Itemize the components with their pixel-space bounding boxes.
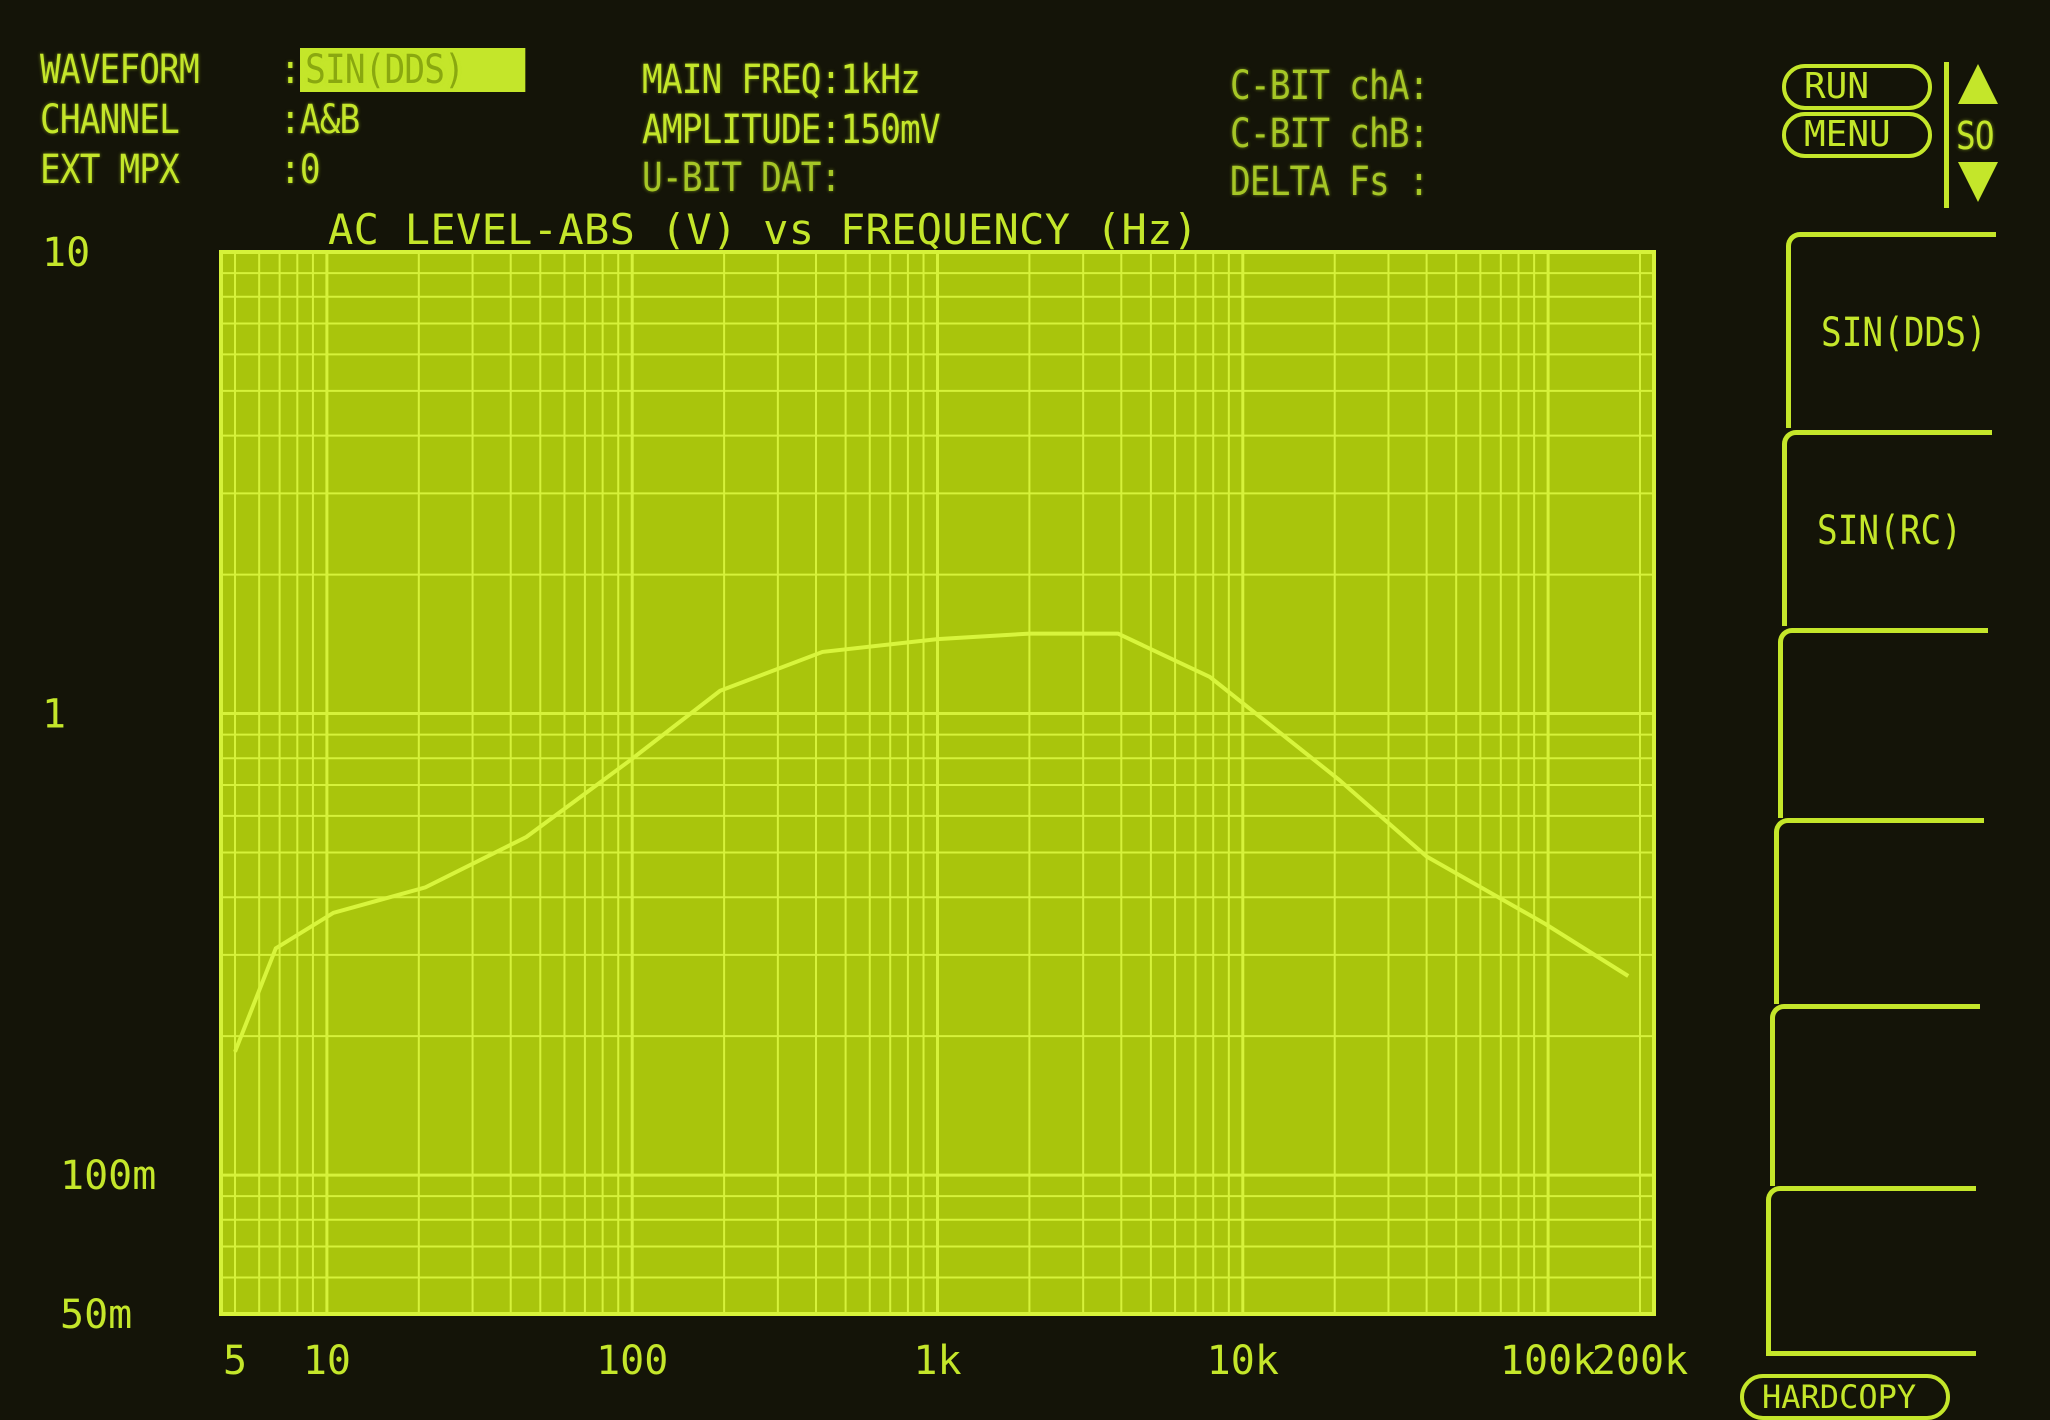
- so-label: SO: [1956, 114, 1994, 158]
- divider: [1944, 62, 1949, 208]
- series-line: [233, 631, 1630, 1053]
- ext-mpx-label: EXT MPX: [40, 147, 180, 193]
- chart-title: AC LEVEL-ABS (V) vs FREQUENCY (Hz): [328, 205, 1198, 254]
- x-tick-label: 100: [596, 1338, 668, 1384]
- softkey-5[interactable]: [1770, 1004, 1980, 1186]
- y-tick-label: 50m: [60, 1292, 132, 1338]
- colon: :: [280, 47, 301, 93]
- scroll-up-icon[interactable]: [1958, 64, 1998, 104]
- softkey-1[interactable]: SIN(DDS): [1786, 232, 1996, 428]
- x-tick-label: 200k: [1592, 1338, 1688, 1384]
- softkey-2-label: SIN(RC): [1817, 507, 1962, 554]
- menu-button[interactable]: MENU: [1782, 112, 1932, 158]
- run-label: RUN: [1804, 66, 1870, 107]
- x-tick-label: 5: [223, 1338, 247, 1384]
- ext-mpx-value[interactable]: :0: [280, 147, 321, 193]
- amplitude: AMPLITUDE:150mV: [642, 107, 941, 153]
- channel-label: CHANNEL: [40, 97, 180, 143]
- softkey-6[interactable]: [1766, 1186, 1976, 1356]
- x-tick-label: 100k: [1500, 1338, 1596, 1384]
- c-bit-cha: C-BIT chA:: [1230, 63, 1429, 109]
- delta-fs: DELTA Fs :: [1230, 159, 1429, 205]
- u-bit-dat: U-BIT DAT:: [642, 155, 841, 201]
- softkey-1-label: SIN(DDS): [1821, 309, 1987, 356]
- main-freq: MAIN FREQ:1kHz: [642, 57, 921, 103]
- ext-mpx-value-text: 0: [299, 147, 321, 193]
- y-tick-label: 1: [42, 692, 66, 738]
- run-button[interactable]: RUN: [1782, 64, 1932, 110]
- plot-border: [219, 250, 1656, 1316]
- grid: [219, 250, 1656, 1316]
- softkey-3[interactable]: [1778, 628, 1988, 818]
- waveform-value[interactable]: SIN(DDS): [300, 48, 526, 92]
- menu-label: MENU: [1804, 114, 1891, 155]
- y-tick-label: 10: [42, 230, 90, 276]
- hardcopy-button[interactable]: HARDCOPY: [1740, 1374, 1950, 1420]
- channel-value[interactable]: :A&B: [280, 97, 360, 143]
- y-tick-label: 100m: [60, 1153, 156, 1199]
- c-bit-chb: C-BIT chB:: [1230, 111, 1429, 157]
- x-tick-label: 10k: [1207, 1338, 1279, 1384]
- softkey-2[interactable]: SIN(RC): [1782, 430, 1992, 626]
- channel-value-text: A&B: [299, 97, 360, 143]
- scroll-down-icon[interactable]: [1958, 162, 1998, 202]
- softkey-4[interactable]: [1774, 818, 1984, 1004]
- waveform-label: WAVEFORM: [40, 47, 200, 93]
- x-tick-label: 10: [303, 1338, 351, 1384]
- hardcopy-label: HARDCOPY: [1762, 1378, 1917, 1416]
- x-tick-label: 1k: [913, 1338, 961, 1384]
